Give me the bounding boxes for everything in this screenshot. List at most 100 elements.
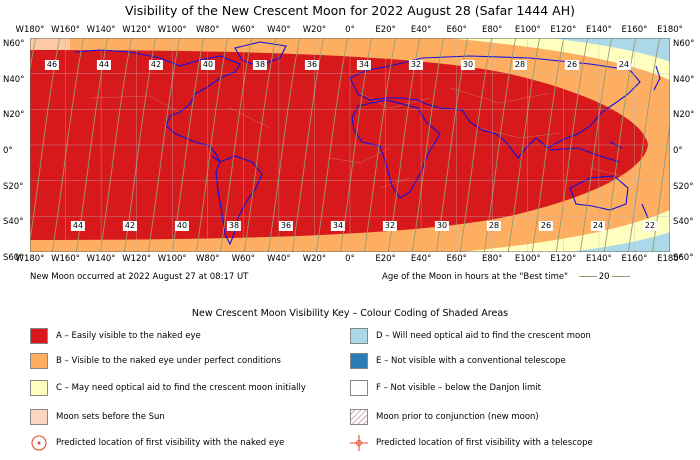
- age-label: 44: [70, 221, 86, 231]
- age-curve: [243, 38, 277, 252]
- lon-label-bottom-13: E80°: [482, 254, 503, 264]
- age-label: 32: [382, 221, 398, 231]
- age-legend-line: [578, 276, 597, 277]
- lat-label-left-3: 0°: [3, 146, 13, 156]
- age-label: 40: [174, 221, 190, 231]
- age-curve: [30, 38, 37, 73]
- swatch-prior-hatch: [350, 409, 368, 425]
- lon-label-top-14: E100°: [514, 25, 541, 35]
- key-sets: Moon sets before the Sun: [30, 408, 165, 426]
- new-moon-note: New Moon occurred at 2022 August 27 at 0…: [30, 272, 249, 282]
- lon-label-bottom-12: E60°: [446, 254, 467, 264]
- lon-label-top-9: 0°: [345, 25, 355, 35]
- lat-label-right-6: S60°: [673, 253, 694, 263]
- age-label: 22: [642, 221, 658, 231]
- age-label: 30: [460, 60, 476, 70]
- lon-label-bottom-16: E140°: [585, 254, 612, 264]
- age-label: 26: [538, 221, 554, 231]
- age-label: 34: [330, 221, 346, 231]
- age-label: 36: [278, 221, 294, 231]
- key-a: A – Easily visible to the naked eye: [30, 327, 201, 345]
- lon-label-bottom-6: W60°: [231, 254, 256, 264]
- lon-label-bottom-9: 0°: [345, 254, 355, 264]
- key-e-label: E – Not visible with a conventional tele…: [376, 356, 566, 366]
- swatch-d: [350, 328, 368, 344]
- lon-label-bottom-8: W20°: [302, 254, 327, 264]
- map-title: Visibility of the New Crescent Moon for …: [124, 3, 576, 18]
- lat-label-left-2: N20°: [3, 110, 25, 121]
- age-curve: [291, 38, 325, 252]
- lon-label-bottom-10: E20°: [375, 254, 396, 264]
- age-curve: [411, 38, 445, 252]
- lat-label-right-0: N60°: [673, 39, 695, 49]
- lat-label-right-1: N40°: [673, 74, 695, 85]
- age-curve: [507, 38, 541, 252]
- lon-label-top-6: W60°: [231, 25, 256, 35]
- coastlines: [74, 41, 661, 246]
- key-title: New Crescent Moon Visibility Key – Colou…: [191, 308, 509, 319]
- lon-label-bottom-0: W180°: [15, 254, 45, 264]
- swatch-f: [350, 380, 368, 396]
- age-curve: [531, 38, 565, 252]
- key-a-label: A – Easily visible to the naked eye: [56, 331, 201, 341]
- age-curve: [459, 38, 493, 252]
- lon-label-bottom-2: W140°: [86, 254, 116, 264]
- swatch-sets: [30, 409, 48, 425]
- age-label: 36: [304, 60, 320, 70]
- lat-label-right-2: N20°: [673, 110, 695, 121]
- key-telescope-point: Predicted location of first visibility w…: [348, 434, 593, 452]
- lon-label-top-18: E180°: [657, 25, 683, 35]
- lat-label-left-0: N60°: [3, 39, 25, 49]
- lat-label-left-1: N40°: [3, 74, 25, 85]
- age-note-text: Age of the Moon in hours at the "Best ti…: [382, 272, 569, 282]
- lon-label-bottom-11: E40°: [410, 254, 432, 264]
- lon-label-top-2: W140°: [86, 25, 116, 35]
- age-legend-value: 20: [598, 272, 610, 282]
- lon-label-top-4: W100°: [157, 25, 187, 35]
- lat-label-left-4: S20°: [3, 181, 24, 192]
- key-d: D – Will need optical aid to find the cr…: [350, 327, 591, 345]
- lon-label-top-0: W180°: [15, 25, 45, 35]
- lon-label-top-8: W20°: [302, 25, 327, 35]
- age-label: 46: [44, 60, 60, 70]
- key-e: E – Not visible with a conventional tele…: [350, 352, 566, 370]
- age-label: 24: [590, 221, 606, 231]
- lon-label-bottom-1: W160°: [51, 254, 80, 264]
- lon-label-bottom-7: W40°: [267, 254, 291, 264]
- age-legend-line-end: [611, 276, 630, 277]
- age-curve: [195, 38, 229, 252]
- lon-label-bottom-17: E160°: [621, 254, 648, 264]
- lon-label-bottom-5: W80°: [196, 254, 220, 264]
- country-borders: [89, 87, 631, 189]
- key-c: C – May need optical aid to find the cre…: [30, 379, 306, 397]
- lon-label-top-16: E140°: [585, 25, 612, 35]
- age-label: 28: [512, 60, 528, 70]
- key-prior-label: Moon prior to conjunction (new moon): [376, 412, 539, 422]
- key-sets-label: Moon sets before the Sun: [56, 412, 165, 422]
- naked-eye-point-icon: [31, 435, 47, 451]
- age-curve: [579, 38, 613, 252]
- age-label: 32: [408, 60, 424, 70]
- age-curve: [51, 38, 85, 252]
- lon-label-top-3: W120°: [122, 25, 152, 35]
- graticule: [30, 38, 670, 252]
- lat-label-right-4: S20°: [673, 181, 694, 192]
- lat-label-right-5: S40°: [673, 217, 694, 228]
- age-label: 42: [148, 60, 164, 70]
- lon-label-top-5: W80°: [196, 25, 220, 35]
- lon-label-top-15: E120°: [550, 25, 577, 35]
- key-d-label: D – Will need optical aid to find the cr…: [376, 331, 591, 341]
- age-label: 44: [96, 60, 112, 70]
- age-curve: [267, 38, 301, 252]
- swatch-b: [30, 353, 48, 369]
- key-prior: Moon prior to conjunction (new moon): [350, 408, 539, 426]
- visibility-map: [30, 38, 670, 252]
- key-f-label: F – Not visible – below the Danjon limit: [376, 383, 541, 393]
- age-curve: [603, 38, 637, 252]
- lat-label-left-5: S40°: [3, 217, 24, 228]
- age-label: 34: [356, 60, 372, 70]
- age-label: 40: [200, 60, 216, 70]
- swatch-e: [350, 353, 368, 369]
- lon-label-bottom-4: W100°: [157, 254, 187, 264]
- age-curve: [555, 38, 589, 252]
